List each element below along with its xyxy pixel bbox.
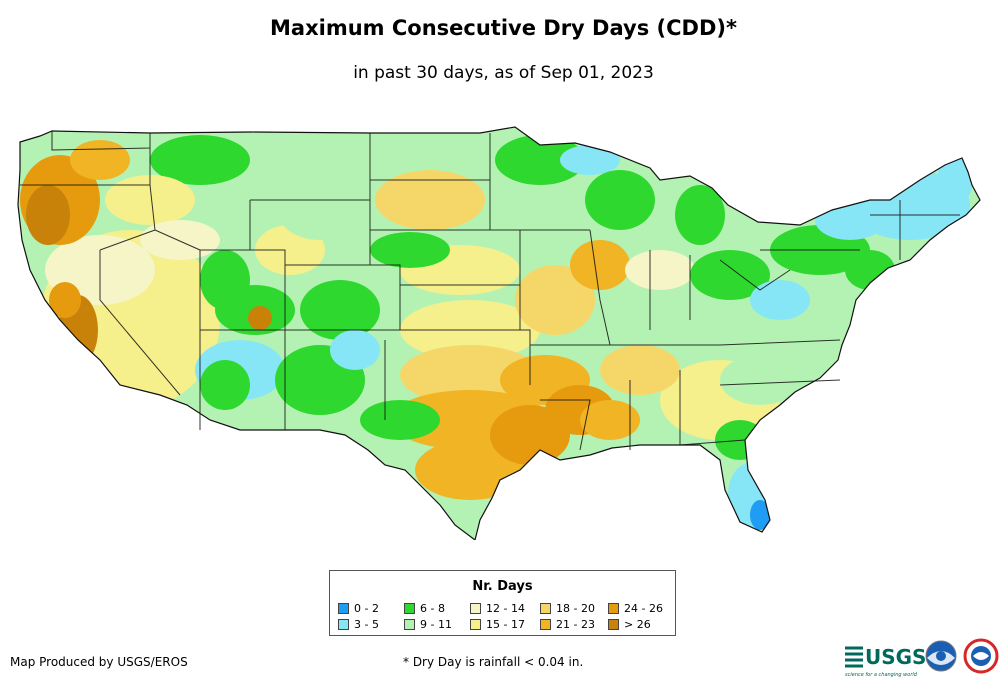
nws-logo	[963, 638, 999, 674]
noaa-logo	[925, 640, 957, 672]
legend-swatch	[338, 619, 349, 630]
map-title: Maximum Consecutive Dry Days (CDD)*	[270, 16, 737, 40]
legend-label: 6 - 8	[420, 602, 445, 615]
dry-day-footnote: * Dry Day is rainfall < 0.04 in.	[403, 655, 584, 669]
legend-swatch	[338, 603, 349, 614]
legend-label: > 26	[624, 618, 651, 631]
legend-swatch	[470, 603, 481, 614]
legend-label: 21 - 23	[556, 618, 595, 631]
legend-label: 9 - 11	[420, 618, 452, 631]
usgs-logo: USGS science for a changing world	[845, 645, 926, 678]
legend-label: 15 - 17	[486, 618, 525, 631]
legend-item: 9 - 11	[404, 619, 452, 631]
legend-item: 0 - 2	[338, 603, 379, 615]
legend-item: 3 - 5	[338, 619, 379, 631]
legend-item: 24 - 26	[608, 603, 663, 615]
legend-title: Nr. Days	[472, 579, 533, 594]
svg-text:science for a changing world: science for a changing world	[845, 672, 918, 678]
map-subtitle: in past 30 days, as of Sep 01, 2023	[353, 63, 654, 83]
legend-swatch	[540, 619, 551, 630]
legend-swatch	[470, 619, 481, 630]
legend-item: 6 - 8	[404, 603, 445, 615]
legend-item: 15 - 17	[470, 619, 525, 631]
legend: Nr. Days 0 - 2 3 - 5 6 - 8 9 - 11 12 - 14 15 …	[329, 570, 676, 636]
cdd-map	[17, 126, 981, 540]
map-credit: Map Produced by USGS/EROS	[10, 655, 188, 669]
legend-label: 3 - 5	[354, 618, 379, 631]
legend-label: 24 - 26	[624, 602, 663, 615]
legend-label: 0 - 2	[354, 602, 379, 615]
legend-item: 12 - 14	[470, 603, 525, 615]
legend-label: 18 - 20	[556, 602, 595, 615]
legend-item: 21 - 23	[540, 619, 595, 631]
legend-swatch	[608, 603, 619, 614]
legend-item: > 26	[608, 619, 651, 631]
legend-swatch	[404, 619, 415, 630]
legend-swatch	[540, 603, 551, 614]
legend-swatch	[404, 603, 415, 614]
legend-item: 18 - 20	[540, 603, 595, 615]
svg-text:USGS: USGS	[865, 645, 926, 669]
legend-swatch	[608, 619, 619, 630]
agency-logos: USGS science for a changing world	[845, 638, 999, 678]
legend-label: 12 - 14	[486, 602, 525, 615]
